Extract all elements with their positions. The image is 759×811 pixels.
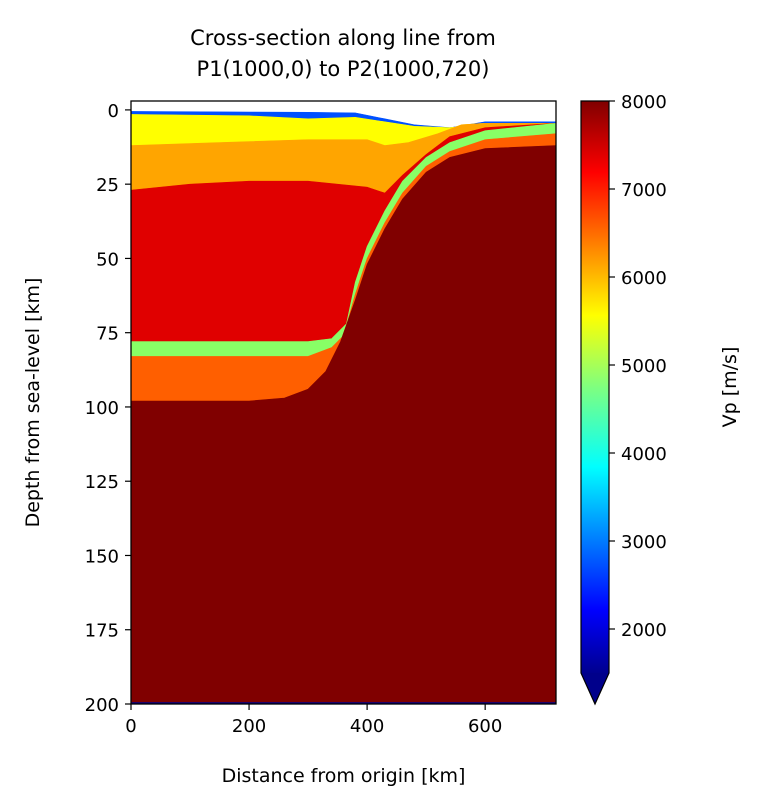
x-tick-label: 600 [468,716,502,737]
x-axis-label: Distance from origin [km] [222,765,466,787]
y-tick-label: 100 [85,398,119,419]
y-tick-label: 125 [85,472,119,493]
y-tick-label: 200 [85,695,119,716]
colorbar-tick-label: 6000 [621,268,667,289]
chart-title: Cross-section along line from P1(1000,0) … [190,26,496,81]
x-axis: 0 200 400 600 Distance from origin [km] [125,704,502,787]
y-tick-label: 150 [85,546,119,567]
colorbar-tick-label: 4000 [621,444,667,465]
colorbar-tick-label: 3000 [621,532,667,553]
colorbar-frame [580,100,610,706]
colorbar-label: Vp [m/s] [719,347,741,428]
y-tick-label: 0 [108,101,119,122]
x-tick-label: 200 [232,716,266,737]
y-axis-label: Depth from sea-level [km] [22,278,44,528]
x-tick-label: 0 [125,716,136,737]
colorbar-tick-label: 2000 [621,620,667,641]
y-tick-label: 25 [96,175,119,196]
y-tick-label: 50 [96,249,119,270]
title-line: Cross-section along line from [190,26,496,50]
plot-area [130,100,557,705]
colorbar: 2000 3000 4000 5000 6000 7000 8000 Vp [m/s] [580,92,741,706]
plot-frame [130,100,557,705]
colorbar-tick-label: 8000 [621,92,667,113]
colorbar-gradient [581,101,609,673]
x-tick-label: 400 [350,716,384,737]
colorbar-tick-label: 7000 [621,180,667,201]
title-line: P1(1000,0) to P2(1000,720) [197,57,490,81]
colorbar-tick-label: 5000 [621,356,667,377]
y-axis: 0 25 50 75 100 125 150 175 200 Depth from sea-lev… [22,101,131,716]
y-tick-label: 75 [96,324,119,345]
y-tick-label: 175 [85,621,119,642]
colorbar-extend-min [581,673,609,704]
